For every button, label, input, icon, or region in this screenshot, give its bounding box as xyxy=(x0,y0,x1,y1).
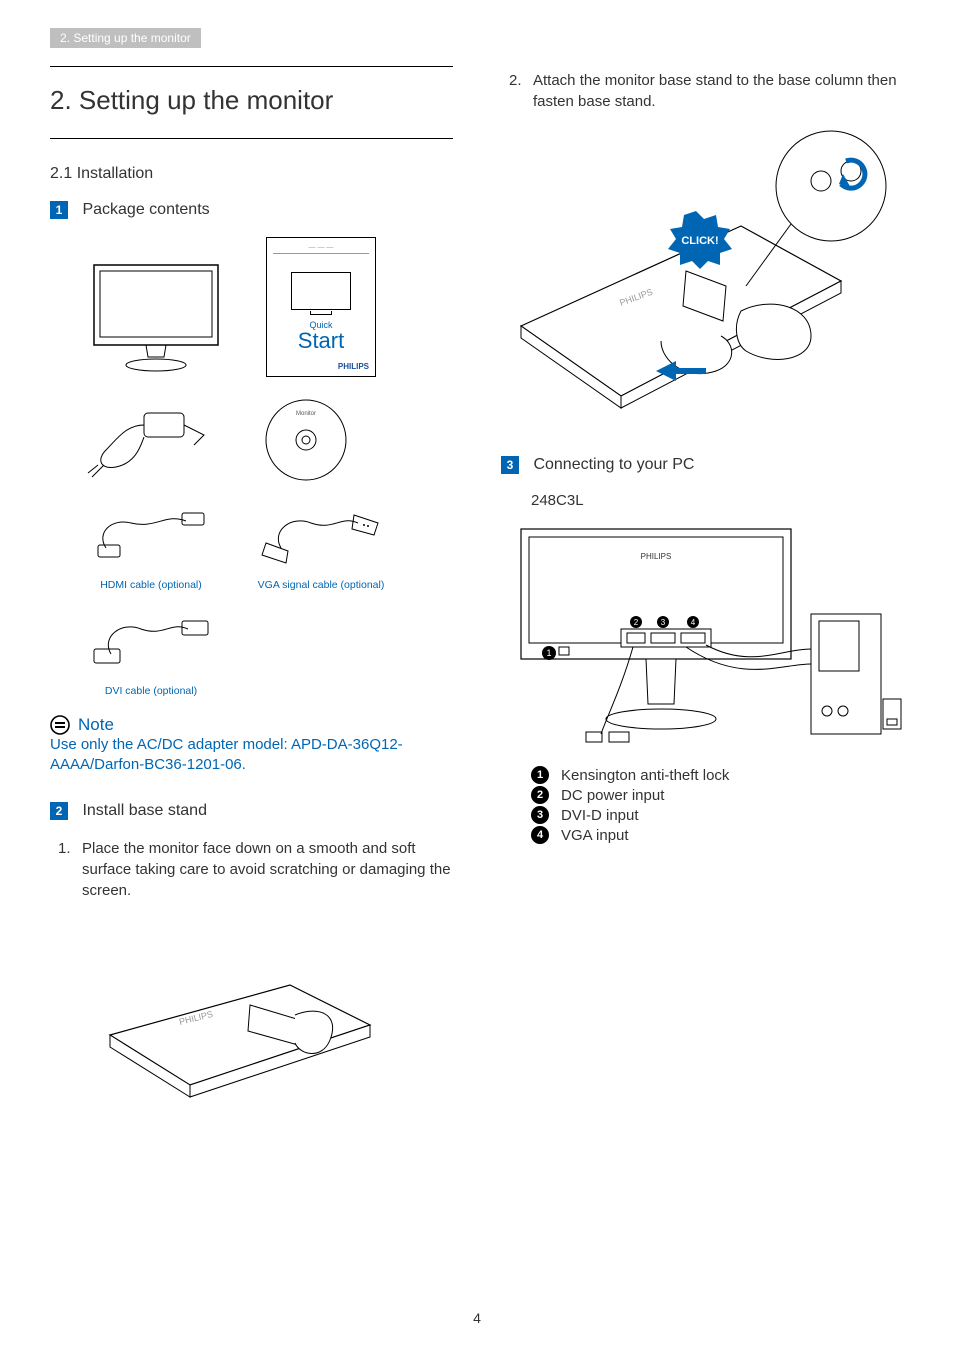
svg-text:4: 4 xyxy=(691,618,696,627)
note-heading: Note xyxy=(50,715,453,735)
port-label-dvi-d: DVI-D input xyxy=(561,807,639,824)
page-number: 4 xyxy=(0,1310,954,1326)
instruction-2-text: Attach the monitor base stand to the bas… xyxy=(533,72,897,110)
port-item: 1 Kensington anti-theft lock xyxy=(531,766,904,784)
svg-text:3: 3 xyxy=(661,618,666,627)
port-label-dc-power: DC power input xyxy=(561,787,664,804)
pkg-hdmi-cable: HDMI cable (optional) xyxy=(86,503,216,591)
step-badge-1: 1 xyxy=(50,201,68,219)
note-body: Use only the AC/DC adapter model: APD-DA… xyxy=(50,735,453,776)
breadcrumb: 2. Setting up the monitor xyxy=(50,28,201,48)
instruction-2: 2.Attach the monitor base stand to the b… xyxy=(501,70,904,112)
step-label-connecting-pc: Connecting to your PC xyxy=(533,456,694,473)
instruction-2-num: 2. xyxy=(509,70,533,91)
port-item: 3 DVI-D input xyxy=(531,806,904,824)
illustration-connections: PHILIPS 2 3 4 1 xyxy=(511,519,911,754)
subsection-title: 2.1 Installation xyxy=(50,165,453,183)
note-icon xyxy=(50,715,70,735)
port-list: 1 Kensington anti-theft lock 2 DC power … xyxy=(531,766,904,844)
note-title: Note xyxy=(78,715,114,735)
illustration-face-down: PHILIPS xyxy=(90,915,390,1105)
instruction-1-num: 1. xyxy=(58,838,82,859)
left-column: 2. Setting up the monitor 2.1 Installati… xyxy=(50,66,453,1105)
caption-hdmi: HDMI cable (optional) xyxy=(86,579,216,591)
pkg-dvi-cable: DVI cable (optional) xyxy=(86,609,216,697)
right-column: 2.Attach the monitor base stand to the b… xyxy=(501,66,904,1105)
package-contents-grid: — — — Quick Start PHILIPS xyxy=(86,237,453,697)
port-label-vga: VGA input xyxy=(561,827,629,844)
qsg-start-label: Start xyxy=(273,330,369,352)
port-item: 4 VGA input xyxy=(531,826,904,844)
caption-dvi: DVI cable (optional) xyxy=(86,685,216,697)
qsg-brand: PHILIPS xyxy=(338,362,369,371)
caption-vga: VGA signal cable (optional) xyxy=(256,579,386,591)
pkg-vga-cable: VGA signal cable (optional) xyxy=(256,503,386,591)
illustration-attach-base: PHILIPS CLICK! xyxy=(511,126,911,426)
port-num-4: 4 xyxy=(531,826,549,844)
port-num-1: 1 xyxy=(531,766,549,784)
step-label-install-base: Install base stand xyxy=(82,802,207,819)
port-num-3: 3 xyxy=(531,806,549,824)
svg-text:1: 1 xyxy=(546,648,551,658)
pkg-power-adapter xyxy=(86,405,216,485)
port-num-2: 2 xyxy=(531,786,549,804)
svg-text:PHILIPS: PHILIPS xyxy=(641,552,672,561)
instruction-1: 1.Place the monitor face down on a smoot… xyxy=(50,838,453,901)
svg-text:Monitor: Monitor xyxy=(296,411,316,417)
step-badge-2: 2 xyxy=(50,802,68,820)
step-label-package-contents: Package contents xyxy=(82,201,209,218)
port-item: 2 DC power input xyxy=(531,786,904,804)
model-number: 248C3L xyxy=(531,492,904,509)
pkg-quick-start-guide: — — — Quick Start PHILIPS xyxy=(266,237,376,377)
instruction-1-text: Place the monitor face down on a smooth … xyxy=(82,840,451,899)
click-label: CLICK! xyxy=(681,235,718,247)
section-title: 2. Setting up the monitor xyxy=(50,66,453,139)
pkg-cd: Monitor xyxy=(256,395,356,485)
step-badge-3: 3 xyxy=(501,456,519,474)
svg-text:2: 2 xyxy=(634,618,639,627)
port-label-kensington: Kensington anti-theft lock xyxy=(561,767,729,784)
pkg-monitor xyxy=(86,257,226,377)
